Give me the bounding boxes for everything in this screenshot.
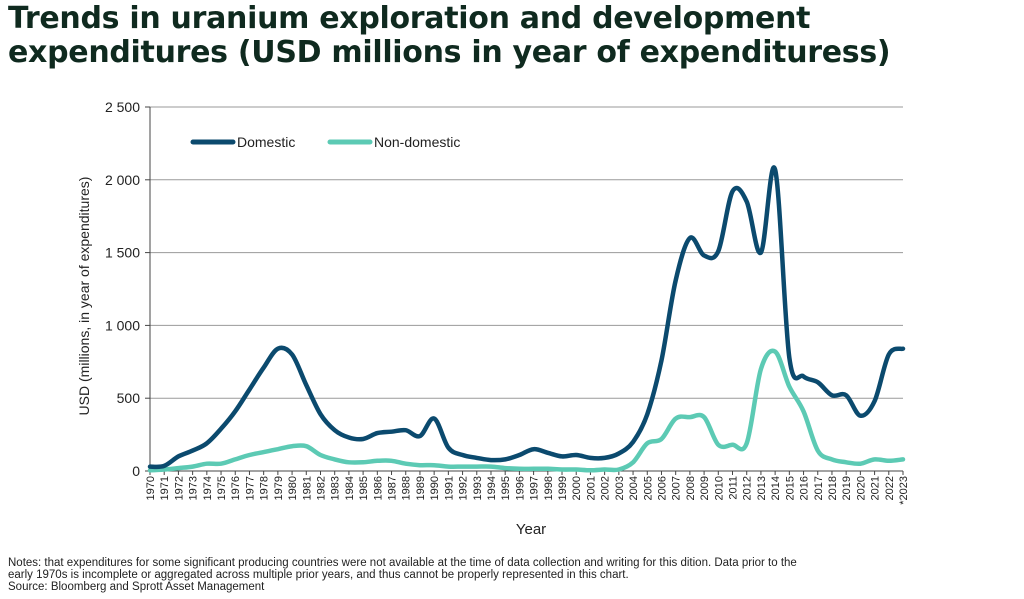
x-tick-label: 2006	[656, 476, 668, 500]
x-tick-label: 1991	[443, 476, 455, 500]
x-tick-label: 1974	[202, 476, 214, 500]
x-tick-label: 1973	[188, 476, 200, 500]
x-tick-label: 1972	[173, 476, 185, 500]
x-tick-label: 1980	[287, 476, 299, 500]
x-tick-label: 1976	[230, 476, 242, 500]
x-tick-label: 2020	[855, 476, 867, 500]
x-tick-label: 1990	[429, 476, 441, 500]
x-tick-label: 1988	[401, 476, 413, 500]
x-tick-label: 1998	[543, 476, 555, 500]
notes-line-2: early 1970s is incomplete or aggregated …	[8, 569, 629, 581]
x-tick-label: 1979	[273, 476, 285, 500]
x-tick-label: 2016	[799, 476, 811, 500]
x-tick-label: 1994	[486, 476, 498, 500]
y-tick-label: 1 000	[105, 317, 140, 333]
x-tick-label: 1987	[387, 476, 399, 500]
series-line-non-domestic	[147, 348, 906, 473]
y-tick-label: 0	[132, 463, 140, 479]
series-lines	[147, 165, 906, 473]
y-axis-label: USD (millions, in year of expenditures)	[76, 177, 92, 416]
chart-notes: Notes: that expenditures for some signif…	[8, 557, 1013, 593]
x-tick-label: 2000	[571, 476, 583, 500]
x-tick-label: 1977	[244, 476, 256, 500]
chart-title: Trends in uranium exploration and develo…	[8, 2, 1018, 70]
x-tick-label: 1986	[372, 476, 384, 500]
x-axis-ticks: 1970 1971 1972 1973 1974 1975 1976 1977 1978 1979…	[145, 471, 910, 505]
legend-label-domestic: Domestic	[237, 134, 295, 150]
y-axis-ticks: 0 500 1 000 1 500 2 000 2 500	[105, 99, 150, 479]
x-axis-label: Year	[516, 521, 546, 538]
x-tick-label: 2008	[685, 476, 697, 500]
x-tick-label: 1993	[472, 476, 484, 500]
x-tick-label: 2014	[770, 476, 782, 500]
x-tick-label: 1982	[315, 476, 327, 500]
x-tick-label: 1983	[330, 476, 342, 500]
x-tick-label: 1992	[458, 476, 470, 500]
x-tick-label: 1981	[301, 476, 313, 500]
x-tick-label: 2007	[671, 476, 683, 500]
x-tick-label: 2001	[585, 476, 597, 500]
x-tick-label: 2021	[870, 476, 882, 500]
series-line-domestic	[147, 165, 906, 470]
x-tick-label: 2013	[756, 476, 768, 500]
x-tick-label: 1997	[529, 476, 541, 500]
x-tick-label: 2005	[642, 476, 654, 500]
legend: Domestic Non-domestic	[190, 134, 460, 150]
x-tick-label: 1975	[216, 476, 228, 500]
x-tick-label: 1996	[514, 476, 526, 500]
x-tick-label: 2017	[813, 476, 825, 500]
x-tick-label: 1984	[344, 476, 356, 500]
x-tick-label: 1999	[557, 476, 569, 500]
y-tick-label: 2 000	[105, 172, 140, 188]
x-tick-label: 2004	[628, 476, 640, 500]
x-tick-label: 2012	[742, 476, 754, 500]
x-tick-label: 1995	[500, 476, 512, 500]
notes-line-1: Notes: that expenditures for some signif…	[8, 557, 797, 569]
chart-title-line-2: expenditures (USD millions in year of ex…	[8, 35, 891, 70]
x-tick-label: 2010	[713, 476, 725, 500]
x-tick-label: 2015	[784, 476, 796, 500]
x-tick-label: 1970	[145, 476, 157, 500]
source-line: Source: Bloomberg and Sprott Asset Manag…	[8, 581, 265, 593]
y-tick-label: 500	[117, 390, 141, 406]
x-tick-label: 2009	[699, 476, 711, 500]
axes	[149, 107, 903, 472]
x-tick-label: 2022	[884, 476, 896, 500]
x-tick-label: 1985	[358, 476, 370, 500]
x-tick-label: 2019	[841, 476, 853, 500]
x-tick-label: 2018	[827, 476, 839, 500]
x-tick-label: 1978	[259, 476, 271, 500]
x-tick-label: 2003	[614, 476, 626, 500]
x-tick-label: 2002	[600, 476, 612, 500]
x-tick-label: 2011	[728, 476, 740, 500]
x-tick-label: 1971	[159, 476, 171, 500]
legend-label-non-domestic: Non-domestic	[374, 134, 460, 150]
x-tick-label: 1989	[415, 476, 427, 500]
chart-title-line-1: Trends in uranium exploration and develo…	[8, 1, 811, 36]
y-tick-label: 1 500	[105, 245, 140, 261]
x-tick-label: *2023	[898, 476, 910, 505]
y-tick-label: 2 500	[105, 99, 140, 115]
